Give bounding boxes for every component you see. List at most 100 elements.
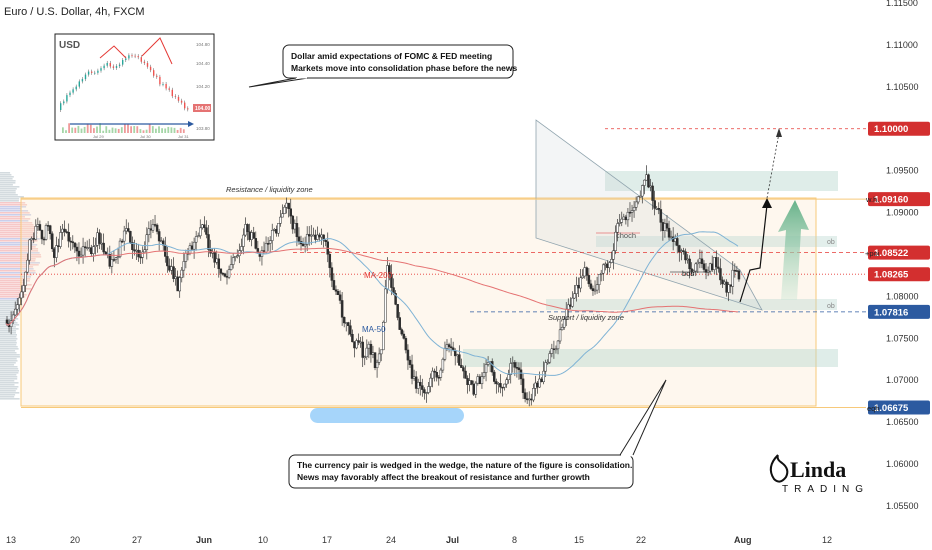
volume-bar [0, 354, 20, 356]
bull-candle [18, 298, 20, 305]
inset-candle [138, 56, 139, 57]
inset-volume-bar [146, 130, 148, 133]
x-tick-label: 12 [822, 535, 832, 545]
bear-candle [403, 334, 405, 338]
bull-candle [532, 388, 534, 400]
chart-title: Euro / U.S. Dollar, 4h, FXCM [4, 6, 145, 18]
y-tick-label: 1.10500 [886, 82, 919, 92]
y-tick-label: 1.08000 [886, 291, 919, 301]
inset-candle [76, 87, 77, 90]
bull-candle [707, 271, 709, 272]
inset-candle [82, 79, 83, 81]
bear-candle [247, 224, 249, 231]
bear-candle [121, 241, 123, 242]
bear-candle [224, 274, 226, 277]
volume-bar [0, 178, 13, 180]
bull-candle [427, 387, 429, 393]
bull-candle [37, 224, 39, 226]
bear-candle [730, 285, 732, 287]
inset-candle [184, 103, 185, 109]
bear-candle [288, 203, 290, 209]
bear-candle [53, 249, 55, 258]
bear-candle [530, 399, 532, 400]
bear-candle [419, 382, 421, 385]
bear-candle [72, 242, 74, 243]
bear-candle [347, 323, 349, 326]
volume-bar [0, 348, 19, 350]
bear-candle [74, 243, 76, 247]
inset-candle [60, 103, 61, 110]
bull-candle [604, 264, 606, 265]
bull-candle [650, 186, 652, 187]
bull-candle [645, 175, 647, 180]
bull-candle [728, 285, 730, 293]
bear-candle [399, 318, 401, 330]
inset-volume-bar [62, 127, 64, 133]
bear-candle [715, 257, 717, 267]
inset-volume-bar [164, 128, 166, 133]
bear-candle [493, 372, 495, 381]
bear-candle [99, 233, 101, 244]
bull-candle [25, 272, 27, 285]
x-tick-label: 13 [6, 535, 16, 545]
bull-candle [175, 277, 177, 279]
bear-candle [68, 232, 70, 241]
top-callout-line1: Dollar amid expectations of FOMC & FED m… [291, 51, 492, 61]
volume-bar [0, 360, 18, 362]
volume-bar [0, 344, 16, 346]
bull-candle [366, 348, 368, 357]
x-tick-label: Jun [196, 535, 212, 545]
y-tick-label: 1.06000 [886, 459, 919, 469]
inset-volume-bar [68, 123, 70, 133]
bull-candle [45, 225, 47, 239]
bear-candle [569, 305, 571, 307]
bear-candle [374, 353, 376, 368]
volume-bar [0, 374, 16, 376]
bear-candle [458, 355, 460, 366]
bull-candle [232, 258, 234, 265]
inset-volume-bar [102, 131, 104, 133]
bull-candle [446, 345, 448, 349]
inset-title: USD [59, 40, 80, 51]
bull-candle [695, 264, 697, 271]
bear-candle [586, 268, 588, 276]
bull-candle [549, 353, 551, 362]
bear-candle [168, 266, 170, 270]
volume-bar [0, 208, 22, 210]
bull-candle [510, 363, 512, 374]
bull-candle [380, 350, 382, 354]
bear-candle [249, 232, 251, 240]
bear-candle [302, 244, 304, 246]
y-tick-label: 1.09500 [886, 166, 919, 176]
bull-candle [639, 196, 641, 197]
inset-candle [150, 67, 151, 70]
inset-candle [153, 70, 154, 76]
bull-candle [432, 371, 434, 378]
bear-candle [654, 201, 656, 209]
inset-volume-bar [143, 130, 145, 133]
bull-candle [279, 217, 281, 223]
inset-candle [165, 84, 166, 88]
inset-candle [131, 55, 132, 56]
bear-candle [203, 225, 205, 228]
bull-candle [286, 203, 288, 207]
bear-candle [222, 273, 224, 274]
bull-candle [94, 245, 96, 246]
logo-line2: TRADING [782, 484, 869, 495]
bear-candle [331, 268, 333, 281]
bull-candle [442, 359, 444, 370]
bull-candle [664, 224, 666, 231]
bear-candle [351, 334, 353, 342]
inset-candle [156, 76, 157, 77]
bull-candle [384, 289, 386, 322]
bull-candle [508, 375, 510, 380]
bull-candle [582, 276, 584, 278]
bear-candle [140, 257, 142, 258]
inset-candle [66, 95, 67, 101]
bottom-callout-line2: News may favorably affect the breakout o… [297, 472, 590, 482]
bear-candle [207, 234, 209, 249]
volume-bar [0, 200, 19, 202]
volume-bar [0, 174, 11, 176]
bull-candle [146, 235, 148, 250]
